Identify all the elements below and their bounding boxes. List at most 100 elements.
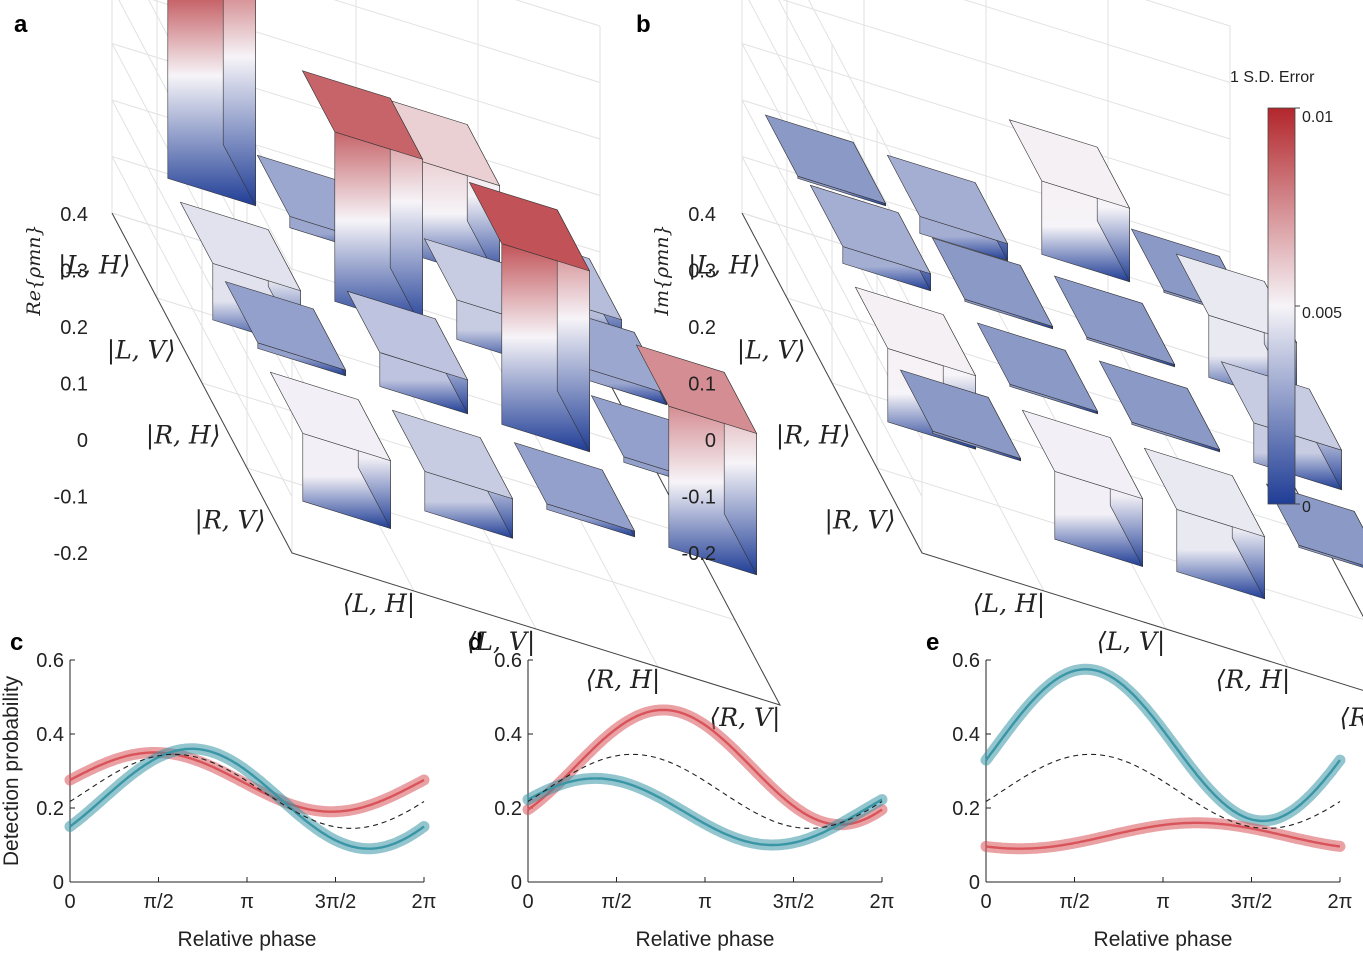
colorbar-tick-min: 0 bbox=[1302, 499, 1311, 516]
x-tick-label: π bbox=[240, 891, 254, 913]
row-label: |R, H⟩ bbox=[146, 421, 221, 451]
y-tick-label: 0 bbox=[511, 872, 522, 894]
density-matrix-real-chart: 0.4 0.3 0.2 0.1 0 -0.1 -0.2 Re{ρmn} |L, H⟩ |L, V⟩… bbox=[23, 0, 782, 733]
x-tick-label: 3π/2 bbox=[773, 891, 815, 913]
series-red bbox=[64, 747, 430, 818]
y-tick-label: 0.6 bbox=[952, 650, 980, 672]
panel-letter-d: d bbox=[468, 629, 483, 656]
y-tick-label: 0 bbox=[969, 872, 980, 894]
panel-letter-a: a bbox=[14, 11, 28, 38]
z-tick-label: 0.1 bbox=[60, 374, 88, 396]
y-tick-label: 0.4 bbox=[494, 724, 522, 746]
y-tick-label: 0.6 bbox=[36, 650, 64, 672]
density-bar bbox=[809, 184, 932, 292]
z-tick-label: 0.1 bbox=[688, 374, 716, 396]
z-tick-label: 0.4 bbox=[688, 204, 716, 226]
x-tick-label: π/2 bbox=[601, 891, 631, 913]
colorbar-gradient bbox=[1267, 107, 1296, 505]
series-teal bbox=[64, 743, 430, 855]
panel-letter-b: b bbox=[636, 11, 651, 38]
y-tick-label: 0.2 bbox=[952, 798, 980, 820]
x-tick-label: 2π bbox=[870, 891, 895, 913]
density-bar bbox=[269, 371, 392, 530]
column-label: ⟨R, V| bbox=[1340, 703, 1363, 733]
column-label: ⟨L, V| bbox=[1097, 627, 1166, 657]
x-tick-label: 2π bbox=[412, 891, 437, 913]
series-teal bbox=[522, 772, 888, 851]
z-tick-label: -0.1 bbox=[682, 487, 716, 509]
y-tick-label: 0.4 bbox=[952, 724, 980, 746]
z-tick-label: 0.4 bbox=[60, 204, 88, 226]
density-bar bbox=[1021, 409, 1144, 568]
x-tick-label: 0 bbox=[64, 891, 75, 913]
x-tick-label: 2π bbox=[1328, 891, 1353, 913]
z-tick-label: 0.2 bbox=[60, 317, 88, 339]
colorbar-title: 1 S.D. Error bbox=[1230, 69, 1315, 86]
z-tick-label: -0.2 bbox=[54, 543, 88, 565]
density-bar bbox=[346, 290, 469, 415]
x-tick-label: 0 bbox=[522, 891, 533, 913]
density-bar bbox=[1098, 360, 1221, 453]
x-tick-label: 3π/2 bbox=[1231, 891, 1273, 913]
density-bar bbox=[886, 154, 1009, 262]
x-axis-label: Relative phase bbox=[1094, 928, 1233, 951]
model-dashed-line bbox=[69, 753, 425, 829]
density-bar bbox=[468, 181, 591, 453]
x-tick-label: π/2 bbox=[143, 891, 173, 913]
x-axis-label: Relative phase bbox=[636, 928, 775, 951]
density-bar bbox=[931, 237, 1054, 330]
row-label: |R, V⟩ bbox=[825, 506, 896, 536]
model-dashed-line bbox=[985, 753, 1341, 829]
detection-probability-chart-d: 0 0.2 0.4 0.6 0 π/2 π 3π/2 2π Relative phase bbox=[494, 650, 894, 951]
z-tick-label: 0 bbox=[77, 430, 88, 452]
density-bar bbox=[301, 70, 424, 330]
colorbar-tick-max: 0.01 bbox=[1302, 109, 1333, 126]
series-red bbox=[980, 817, 1346, 855]
density-bar bbox=[224, 281, 347, 377]
x-tick-label: π/2 bbox=[1059, 891, 1089, 913]
z-tick-label: 0.2 bbox=[688, 317, 716, 339]
z-tick-label: 0.3 bbox=[60, 261, 88, 283]
z-tick-label: -0.1 bbox=[54, 487, 88, 509]
series-red bbox=[522, 704, 888, 831]
density-bar bbox=[976, 322, 1099, 415]
column-label: ⟨R, H| bbox=[586, 665, 661, 695]
colorbar: 1 S.D. Error 0.01 0.005 0 bbox=[1230, 69, 1342, 516]
row-label: |R, V⟩ bbox=[195, 506, 266, 536]
x-tick-label: π bbox=[698, 891, 712, 913]
column-label: ⟨L, V| bbox=[467, 627, 536, 657]
density-bar bbox=[1143, 447, 1266, 600]
z-axis-label: Re{ρmn} bbox=[23, 224, 45, 316]
row-label: |R, H⟩ bbox=[776, 421, 851, 451]
x-axis-label: Relative phase bbox=[178, 928, 317, 951]
column-label: ⟨R, H| bbox=[1216, 665, 1291, 695]
row-label: |L, H⟩ bbox=[58, 251, 130, 281]
density-bar bbox=[764, 114, 887, 207]
panel-letter-c: c bbox=[10, 629, 23, 656]
x-tick-label: 0 bbox=[980, 891, 991, 913]
y-tick-label: 0.4 bbox=[36, 724, 64, 746]
z-tick-label: -0.2 bbox=[682, 543, 716, 565]
column-label: ⟨R, V| bbox=[710, 703, 781, 733]
column-label: ⟨L, H| bbox=[973, 589, 1045, 619]
x-tick-label: π bbox=[1156, 891, 1170, 913]
y-tick-label: 0.6 bbox=[494, 650, 522, 672]
row-label: |L, V⟩ bbox=[107, 336, 176, 366]
density-bar bbox=[899, 369, 1022, 462]
density-bar bbox=[391, 409, 514, 539]
z-tick-label: 0 bbox=[705, 430, 716, 452]
row-label: |L, H⟩ bbox=[688, 251, 760, 281]
z-axis-label: Im{ρmn} bbox=[651, 224, 673, 316]
detection-probability-chart-c: 0 0.2 0.4 0.6 0 π/2 π 3π/2 2π Relative phase Detec… bbox=[0, 650, 436, 951]
y-tick-label: 0.2 bbox=[36, 798, 64, 820]
density-bar bbox=[1008, 119, 1131, 283]
density-bar bbox=[513, 442, 636, 538]
density-bar bbox=[635, 344, 758, 576]
z-tick-label: 0.3 bbox=[688, 261, 716, 283]
y-tick-label: 0.2 bbox=[494, 798, 522, 820]
density-bar bbox=[167, 0, 256, 207]
y-tick-label: 0 bbox=[53, 872, 64, 894]
density-matrix-imag-chart: 0.4 0.3 0.2 0.1 0 -0.1 -0.2 Im{ρmn} |L, H⟩ |L, V⟩… bbox=[651, 0, 1363, 733]
detection-probability-chart-e: 0 0.2 0.4 0.6 0 π/2 π 3π/2 2π Relative phase bbox=[952, 650, 1352, 951]
